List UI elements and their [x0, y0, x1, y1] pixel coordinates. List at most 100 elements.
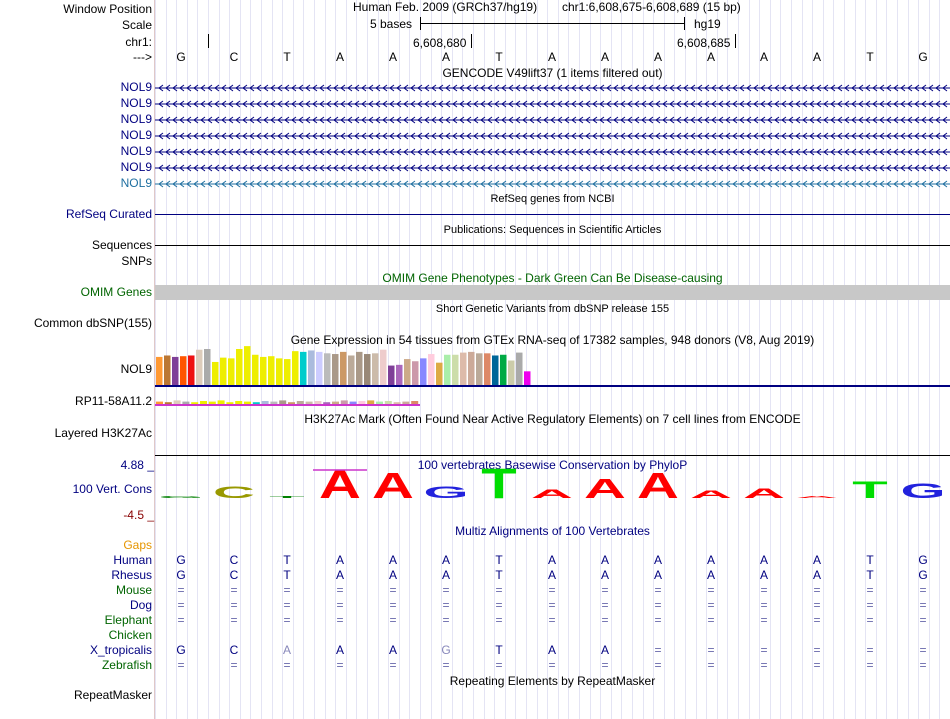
gtex-nol9-bar[interactable] — [212, 361, 219, 385]
gtex-rp11-bar[interactable] — [217, 400, 225, 404]
gtex-nol9-bar[interactable] — [364, 354, 371, 385]
gtex-nol9-bar[interactable] — [476, 353, 483, 385]
gene-label-3[interactable]: NOL9 — [120, 112, 152, 126]
gtex-nol9-bar[interactable] — [156, 356, 163, 385]
gtex-nol9-bar[interactable] — [404, 359, 411, 385]
species-xtrop[interactable]: X_tropicalis — [89, 643, 152, 657]
gtex-rp11-bar[interactable] — [235, 401, 243, 404]
gtex-nol9-bar[interactable] — [428, 354, 435, 385]
species-mouse[interactable]: Mouse — [115, 583, 152, 597]
gtex-nol9-bar[interactable] — [484, 353, 491, 385]
publications-track-title[interactable]: Publications: Sequences in Scientific Ar… — [443, 224, 662, 236]
gtex-rp11-bar[interactable] — [226, 402, 234, 404]
strand-arrow-label[interactable]: ---> — [133, 50, 152, 64]
gtex-rp11-bar[interactable] — [393, 402, 401, 404]
gtex-rp11-bar[interactable] — [200, 401, 207, 404]
gtex-nol9-bar[interactable] — [204, 349, 211, 385]
gene-label-4[interactable]: NOL9 — [120, 128, 152, 142]
gtex-rp11-bar[interactable] — [358, 401, 366, 404]
gtex-nol9-bar[interactable] — [444, 354, 451, 385]
gtex-rp11-bar[interactable] — [208, 401, 216, 404]
refseq-gene-line[interactable] — [155, 214, 950, 215]
gene-label-7[interactable]: NOL9 — [120, 176, 152, 190]
gtex-rp11-bar[interactable] — [182, 401, 190, 404]
gtex-nol9-bar[interactable] — [388, 365, 395, 385]
omim-label[interactable]: OMIM Genes — [80, 285, 152, 299]
gtex-nol9-bar[interactable] — [356, 351, 363, 385]
species-zebrafish[interactable]: Zebrafish — [101, 658, 152, 672]
gtex-rp11-bar[interactable] — [411, 401, 419, 404]
gtex-nol9-bar[interactable] — [196, 349, 203, 385]
gtex-nol9-bar[interactable] — [236, 349, 243, 385]
scale-label[interactable]: Scale — [121, 18, 152, 32]
gtex-nol9-bar[interactable] — [252, 354, 259, 385]
gtex-nol9-bar[interactable] — [308, 350, 315, 385]
gencode-gene-arrows[interactable] — [155, 80, 950, 195]
gtex-nol9-bar[interactable] — [508, 360, 515, 385]
refseq-label[interactable]: RefSeq Curated — [65, 207, 152, 221]
gtex-rp11-bar[interactable] — [279, 400, 287, 404]
gtex-nol9-bar[interactable] — [468, 351, 475, 385]
gtex-nol9-bar[interactable] — [436, 362, 443, 385]
gtex-nol9-bar[interactable] — [316, 351, 323, 385]
omim-gene-bar[interactable] — [155, 285, 950, 300]
gtex-rp11-bar[interactable] — [332, 401, 339, 404]
gtex-rp11-bar[interactable] — [323, 402, 331, 404]
gtex-nol9-bar[interactable] — [412, 361, 419, 385]
gtex-nol9-bar[interactable] — [260, 356, 267, 385]
gtex-nol9-bar[interactable] — [452, 354, 459, 385]
gtex-nol9-bar[interactable] — [460, 352, 467, 385]
gtex-nol9-bar[interactable] — [284, 359, 291, 385]
gtex-nol9-bar[interactable] — [268, 356, 275, 385]
gtex-rp11-bar[interactable] — [384, 401, 392, 404]
gtex-rp11-bar[interactable] — [402, 401, 410, 404]
genome-browser-image[interactable]: Human Feb. 2009 (GRCh37/hg19) chr1:6,608… — [155, 0, 950, 719]
gtex-nol9-bar[interactable] — [276, 358, 283, 385]
gtex-nol9-bar[interactable] — [420, 358, 427, 385]
repeatmasker-track-title[interactable]: Repeating Elements by RepeatMasker — [449, 674, 656, 688]
gtex-nol9-bar[interactable] — [500, 354, 507, 385]
gtex-nol9-bar[interactable] — [292, 351, 299, 385]
gtex-rp11-bar[interactable] — [252, 402, 260, 404]
gtex-rp11-label[interactable]: RP11-58A11.2 — [75, 394, 152, 408]
gtex-nol9-bar[interactable] — [492, 355, 499, 385]
species-elephant[interactable]: Elephant — [104, 613, 152, 627]
gtex-nol9-label[interactable]: NOL9 — [120, 362, 152, 376]
gtex-rp11-bar[interactable] — [261, 401, 269, 404]
gtex-track-title[interactable]: Gene Expression in 54 tissues from GTEx … — [290, 333, 815, 347]
multiz-track-title[interactable]: Multiz Alignments of 100 Vertebrates — [455, 524, 650, 538]
gaps-label[interactable]: Gaps — [123, 538, 152, 552]
gtex-nol9-bar[interactable] — [188, 355, 195, 385]
gtex-rp11-bar[interactable] — [340, 400, 348, 404]
gtex-nol9-bar[interactable] — [324, 353, 331, 385]
refseq-track-title[interactable]: RefSeq genes from NCBI — [490, 193, 615, 205]
gtex-nol9-bar[interactable] — [340, 351, 347, 385]
gtex-nol9-bar[interactable] — [244, 346, 251, 385]
gtex-nol9-bar[interactable] — [396, 364, 403, 385]
gtex-rp11-bar[interactable] — [244, 401, 251, 404]
species-dog[interactable]: Dog — [129, 598, 152, 612]
gtex-rp11-bar[interactable] — [349, 401, 357, 404]
gtex-nol9-bar[interactable] — [524, 371, 531, 385]
sequences-line[interactable] — [155, 245, 950, 246]
gtex-rp11-bar[interactable] — [164, 402, 172, 404]
gtex-nol9-bar[interactable] — [348, 355, 355, 385]
gencode-track-title[interactable]: GENCODE V49lift37 (1 items filtered out) — [442, 66, 663, 80]
window-position-label[interactable]: Window Position — [63, 2, 152, 16]
gtex-rp11-bar[interactable] — [288, 402, 295, 404]
gtex-rp11-bar[interactable] — [173, 400, 181, 404]
gtex-nol9-bar[interactable] — [380, 349, 387, 385]
gtex-rp11-bar[interactable] — [305, 401, 313, 404]
chr-label[interactable]: chr1: — [125, 35, 152, 49]
dbsnp-track-title[interactable]: Short Genetic Variants from dbSNP releas… — [435, 303, 670, 315]
snps-label[interactable]: SNPs — [121, 254, 152, 268]
phylop-track-title[interactable]: 100 vertebrates Basewise Conservation by… — [417, 458, 688, 472]
h3k27ac-label[interactable]: Layered H3K27Ac — [54, 426, 152, 440]
gtex-rp11-bar[interactable] — [156, 401, 163, 404]
h3k27ac-track-title[interactable]: H3K27Ac Mark (Often Found Near Active Re… — [304, 412, 801, 426]
gene-label-1[interactable]: NOL9 — [120, 80, 152, 94]
gtex-rp11-bar[interactable] — [314, 401, 322, 404]
repeatmasker-label[interactable]: RepeatMasker — [73, 688, 152, 702]
gtex-nol9-bar[interactable] — [332, 354, 339, 385]
